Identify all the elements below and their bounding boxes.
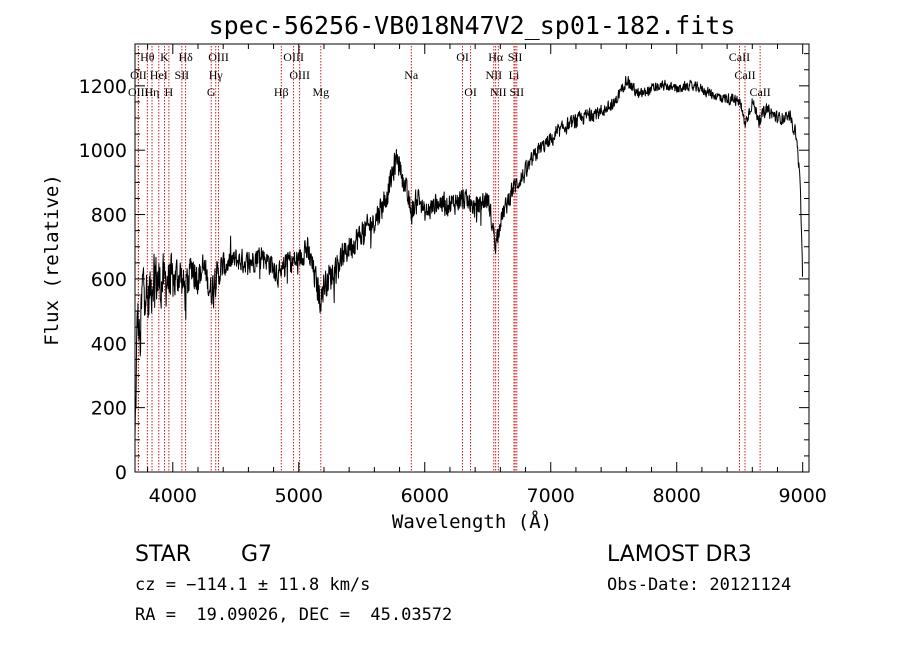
y-tick-label: 400 (91, 333, 127, 355)
spectral-line-labels: Hθ K Hδ OIII OIII OI Hα SII CaII OII HeI SII Hγ OIII N… (128, 50, 771, 99)
spectral-line-label: SII (510, 85, 525, 99)
y-axis-label: Flux (relative) (41, 174, 63, 346)
spectrum-series (134, 75, 803, 438)
coordinates: RA = 19.09026, DEC = 45.03572 (135, 605, 452, 625)
spectral-line-label: OII (130, 68, 147, 82)
y-axis-tick-labels: 0 200 400 600 800 1000 1200 (79, 76, 127, 484)
spectral-line-label: Hθ (140, 50, 155, 64)
x-axis-label: Wavelength (Å) (392, 510, 552, 533)
spectral-line-label: OI (464, 85, 477, 99)
spectral-line-label: CaII (749, 85, 770, 99)
x-axis-tick-labels: 4000 5000 6000 7000 8000 9000 (149, 485, 827, 507)
spectral-line-label: OI (456, 50, 469, 64)
spectral-line-label: OIII (208, 50, 229, 64)
y-axis-ticks (135, 53, 809, 473)
x-tick-label: 9000 (779, 485, 827, 507)
spectral-line-label: G (207, 85, 216, 99)
y-tick-label: 200 (91, 398, 127, 420)
spectral-line-label: OIII (283, 50, 304, 64)
spectral-line-label: K (160, 50, 169, 64)
spectral-line-label: Hη (145, 85, 160, 99)
x-tick-label: 5000 (275, 485, 323, 507)
x-tick-label: 4000 (149, 485, 197, 507)
plot-frame (134, 43, 810, 473)
spectral-line-label: CaII (734, 68, 755, 82)
y-tick-label: 0 (115, 462, 127, 484)
y-tick-label: 1200 (79, 76, 127, 98)
survey-name: LAMOST DR3 (607, 542, 752, 567)
spectral-line-label: Mg (312, 85, 329, 99)
spectral-subclass: G7 (241, 542, 272, 567)
flux-line (134, 75, 803, 438)
spectral-line-label: Hγ (209, 68, 224, 82)
chart-title: spec-56256-VB018N47V2_sp01-182.fits (209, 11, 736, 40)
x-tick-label: 7000 (527, 485, 575, 507)
y-tick-label: 600 (91, 269, 127, 291)
x-tick-label: 6000 (401, 485, 449, 507)
spectral-line-label: HeI (150, 68, 168, 82)
spectral-line-label: CaII (729, 50, 750, 64)
spectral-line-label: OIII (289, 68, 310, 82)
x-axis-ticks (147, 44, 804, 472)
spectral-line-label: Hδ (178, 50, 193, 64)
spectral-line-markers (137, 46, 761, 472)
spectral-line-label: Hα (488, 50, 504, 64)
spectral-line-label: SII (508, 50, 523, 64)
x-tick-label: 8000 (653, 485, 701, 507)
spectral-line-label: Li (509, 68, 520, 82)
spectral-line-label: OIII (128, 85, 149, 99)
observation-date: Obs-Date: 20121124 (607, 575, 791, 595)
spectral-line-label: Hβ (274, 85, 289, 99)
spectral-line-label: SII (175, 68, 190, 82)
spectral-line-label: NII (485, 68, 502, 82)
spectral-line-label: Na (404, 68, 419, 82)
spectral-line-label: NII (490, 85, 507, 99)
y-tick-label: 1000 (79, 140, 127, 162)
spectral-line-label: H (165, 85, 174, 99)
y-tick-label: 800 (91, 205, 127, 227)
object-type: STAR (135, 542, 191, 567)
redshift-velocity: cz = −114.1 ± 11.8 km/s (135, 575, 370, 595)
